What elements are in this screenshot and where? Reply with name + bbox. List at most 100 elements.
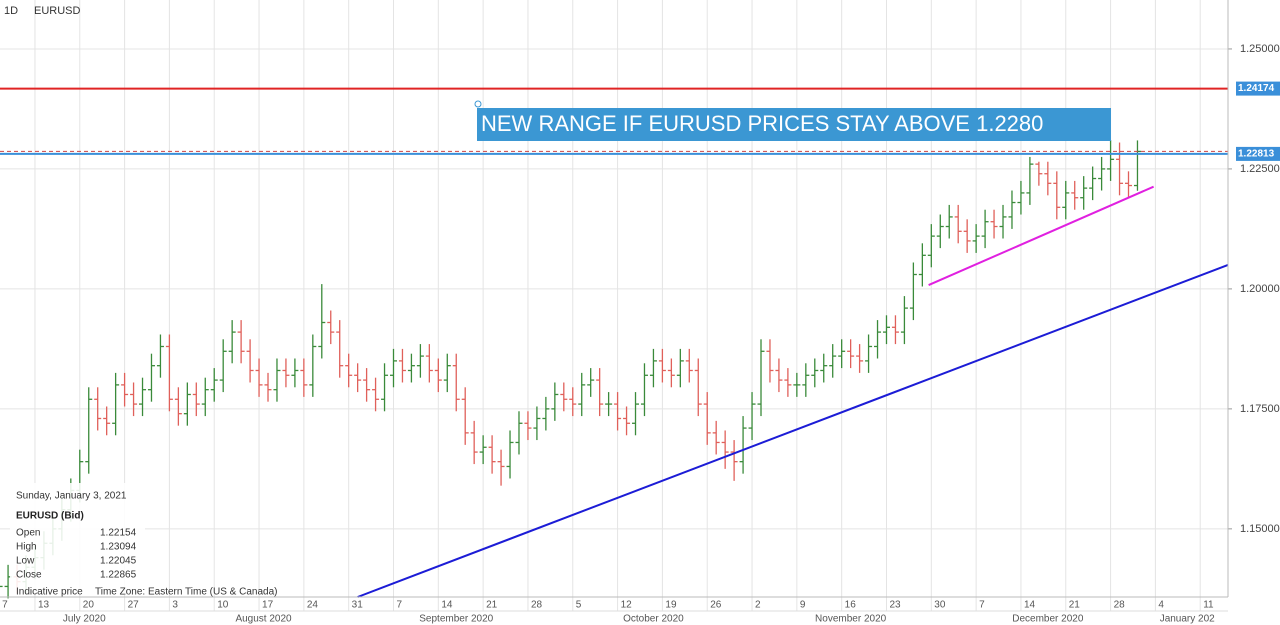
- ohlc-bar: [981, 209, 989, 249]
- month-label: October 2020: [623, 614, 684, 625]
- ohlc-bar: [165, 334, 173, 412]
- x-tick-label: 3: [172, 600, 178, 611]
- ohlc-bar: [703, 392, 711, 445]
- interval: 1D: [4, 5, 18, 17]
- ohlc-bar: [739, 416, 747, 474]
- ohlc-bar: [1133, 140, 1141, 191]
- ohlc-bar: [820, 353, 828, 383]
- x-tick-label: 19: [665, 600, 677, 611]
- ohlc-bar: [990, 209, 998, 239]
- ohlc-bar: [954, 204, 962, 244]
- ohlc-bar: [945, 204, 953, 239]
- ohlc-bar: [676, 348, 684, 388]
- ohlc-bar: [407, 353, 415, 383]
- ohlc-bar: [712, 420, 720, 455]
- ohlc-bar: [363, 368, 371, 402]
- ohlc-bar: [811, 358, 819, 388]
- x-tick-label: 5: [576, 600, 582, 611]
- ohlc-bar: [1035, 161, 1043, 186]
- x-tick-label: 10: [217, 600, 229, 611]
- ohlc-bar: [210, 368, 218, 402]
- x-tick-label: 7: [979, 600, 985, 611]
- ohlc-bar: [757, 339, 765, 417]
- ohlc-bar: [183, 382, 191, 426]
- ohlc-bar: [999, 204, 1007, 239]
- ohlc-bar: [587, 368, 595, 397]
- ohlc-bar: [640, 363, 648, 417]
- x-tick-label: 14: [441, 600, 453, 611]
- ohlc-bar: [264, 372, 272, 402]
- ohlc-bar: [775, 358, 783, 393]
- x-tick-label: 27: [128, 600, 140, 611]
- ohlc-bar: [882, 315, 890, 345]
- trendline: [357, 263, 1229, 598]
- ohlc-bar: [972, 224, 980, 253]
- ohlc-bar: [1107, 140, 1115, 181]
- ohlc-bar: [246, 339, 254, 383]
- time-zone: Time Zone: Eastern Time (US & Canada): [95, 587, 277, 598]
- ohlc-bar: [497, 449, 505, 486]
- y-tick-label: 1.17500: [1240, 403, 1280, 415]
- ohlc-bar: [389, 348, 397, 388]
- month-label: January 202: [1160, 614, 1215, 625]
- ohlc-bar: [551, 382, 559, 421]
- ohlc-bar: [1026, 156, 1034, 205]
- ohlc-bar: [900, 296, 908, 345]
- info-background: [10, 483, 145, 595]
- month-label: September 2020: [419, 614, 493, 625]
- ohlc-bar: [569, 387, 577, 417]
- month-label: December 2020: [1012, 614, 1084, 625]
- ohlc-bar: [372, 377, 380, 412]
- x-tick-label: 16: [845, 600, 857, 611]
- ohlc-bar: [1080, 176, 1088, 210]
- ohlc-bar: [300, 358, 308, 397]
- info-value: 1.22045: [100, 556, 137, 567]
- x-tick-label: 12: [621, 600, 633, 611]
- ohlc-bar: [1089, 166, 1097, 201]
- ohlc-bar: [847, 339, 855, 369]
- ohlc-bar: [461, 387, 469, 445]
- ohlc-bar: [596, 368, 604, 417]
- info-field: Low: [16, 556, 35, 567]
- ohlc-bar: [963, 219, 971, 253]
- info-title: EURUSD (Bid): [16, 511, 84, 522]
- info-rows: Open 1.22154 High 1.23094 Low 1.22045 Close 1.2…: [16, 528, 137, 581]
- ohlc-bar: [927, 224, 935, 268]
- ohlc-bar: [623, 406, 631, 436]
- ohlc-bar: [533, 406, 541, 441]
- annotation: NEW RANGE IF EURUSD PRICES STAY ABOVE 1.…: [481, 111, 1043, 136]
- ohlc-bar: [605, 392, 613, 417]
- y-tick-label: 1.22500: [1240, 163, 1280, 175]
- month-label: November 2020: [815, 614, 887, 625]
- ohlc-bar: [237, 320, 245, 364]
- ohlc-bar: [784, 368, 792, 397]
- y-tick-label: 1.20000: [1240, 283, 1280, 295]
- ohlc-bar: [219, 339, 227, 393]
- ohlc-bar: [354, 363, 362, 393]
- ohlc-bar: [1116, 142, 1124, 196]
- x-tick-label: 24: [307, 600, 319, 611]
- ohlc-bar: [0, 585, 3, 588]
- ohlc-bar: [856, 344, 864, 373]
- ohlc-bar: [282, 358, 290, 388]
- info-date: Sunday, January 3, 2021: [16, 491, 127, 502]
- ohlc-bar: [1098, 156, 1106, 191]
- x-tick-label: 7: [2, 600, 8, 611]
- ohlc-bar: [829, 344, 837, 378]
- ohlc-bar: [139, 377, 147, 417]
- ohlc-bar: [865, 334, 873, 373]
- ohlc-bar: [381, 363, 389, 412]
- ohlc-bar: [470, 420, 478, 465]
- info-field: High: [16, 542, 37, 553]
- ohlc-bar: [336, 320, 344, 378]
- y-tick-label: 1.25000: [1240, 43, 1280, 55]
- x-tick-label: 30: [934, 600, 946, 611]
- ohlc-bar: [112, 372, 120, 436]
- x-tick-label: 23: [889, 600, 901, 611]
- x-tick-label: 20: [83, 600, 95, 611]
- ohlc-bar: [425, 344, 433, 383]
- x-tick-label: 7: [396, 600, 402, 611]
- ohlc-bar: [345, 353, 353, 388]
- ohlc-bar: [174, 387, 182, 426]
